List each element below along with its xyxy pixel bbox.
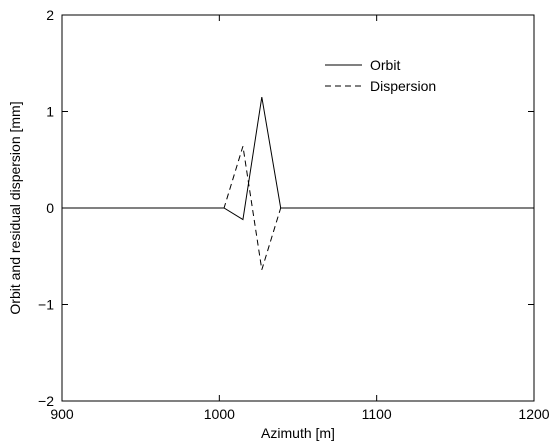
- series-line-dispersion: [183, 146, 534, 270]
- y-tick-label: 1: [46, 104, 54, 120]
- y-tick-label: −2: [38, 393, 54, 409]
- legend: Orbit Dispersion: [325, 57, 436, 94]
- x-tick-label: 1000: [204, 406, 235, 422]
- series-layer: [62, 96, 534, 270]
- legend-label-dispersion: Dispersion: [370, 78, 436, 94]
- x-tick-label: 1100: [362, 406, 392, 422]
- x-axis: 900 1000 1100 1200: [50, 15, 550, 422]
- y-axis: −2 −1 0 1 2: [38, 7, 534, 409]
- y-tick-label: 2: [46, 7, 54, 23]
- series-line-orbit: [62, 96, 534, 221]
- x-tick-label: 900: [50, 406, 74, 422]
- legend-label-orbit: Orbit: [370, 57, 400, 73]
- x-tick-label: 1200: [518, 406, 549, 422]
- plot-area: 900 1000 1100 1200 −2 −1 0 1 2: [38, 7, 550, 422]
- y-axis-label: Orbit and residual dispersion [mm]: [7, 101, 23, 314]
- y-tick-label: 0: [46, 200, 54, 216]
- x-axis-label: Azimuth [m]: [261, 425, 335, 441]
- y-tick-label: −1: [38, 297, 54, 313]
